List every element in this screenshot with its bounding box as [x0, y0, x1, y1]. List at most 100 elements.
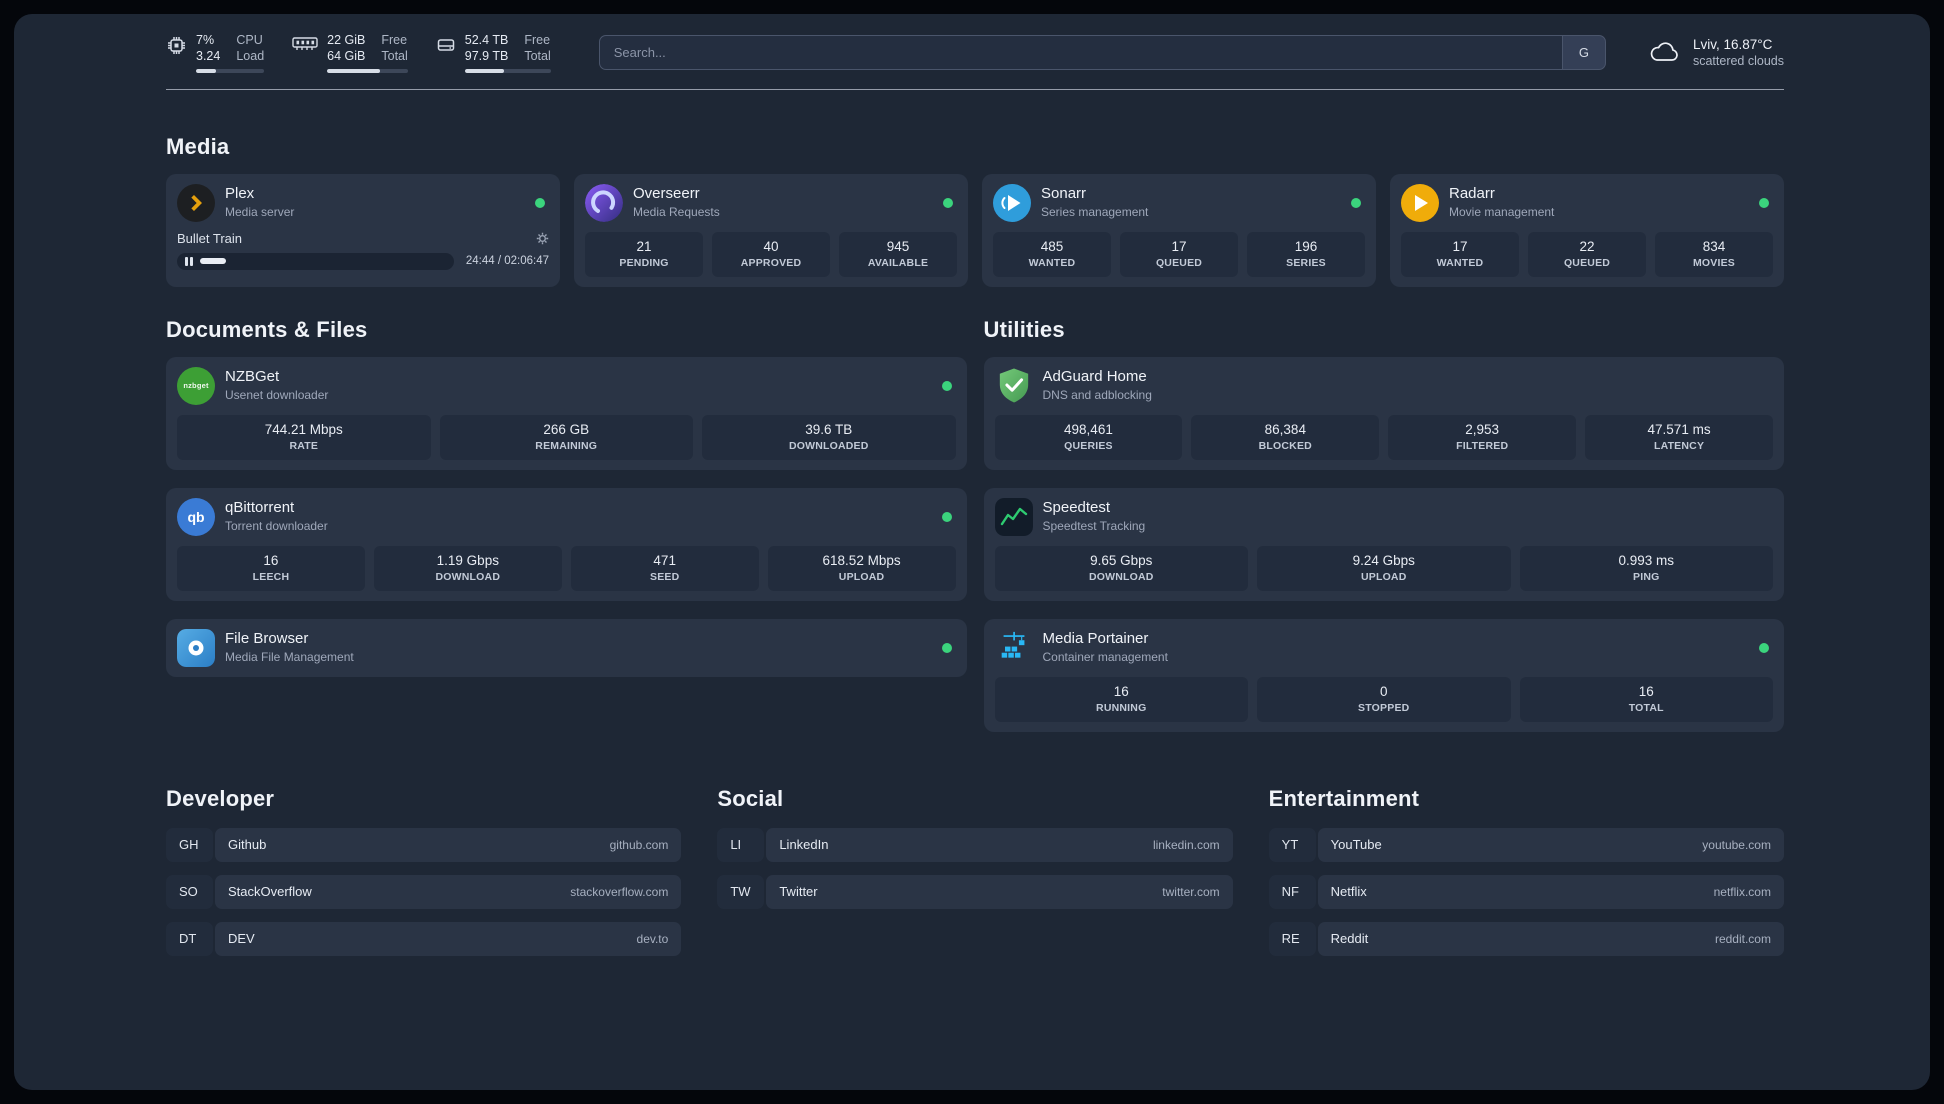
gear-icon[interactable] [536, 232, 549, 245]
bookmark-pill: Twitter twitter.com [766, 874, 1233, 909]
stat-tile: 945 AVAILABLE [839, 231, 957, 277]
bookmark-pill: Netflix netflix.com [1317, 874, 1784, 909]
service-card-portainer[interactable]: Media Portainer Container management 16 R… [983, 618, 1784, 732]
stat-label: DOWNLOADED [788, 439, 869, 452]
stat-value: 86,384 [1264, 421, 1306, 437]
stat-tile: 86,384 BLOCKED [1191, 414, 1380, 460]
stat-value: 22 [1579, 238, 1595, 254]
stat-value: 744.21 Mbps [264, 421, 343, 437]
disk-free: 52.4 TB [464, 33, 509, 47]
stat-label: APPROVED [740, 256, 802, 269]
stat-tile: 40 APPROVED [712, 231, 830, 277]
service-card-filebrowser[interactable]: File Browser Media File Management [166, 618, 967, 677]
cloud-icon [1648, 40, 1682, 64]
stat-label: QUERIES [1064, 439, 1113, 452]
bookmark-abbr: LI [717, 827, 765, 862]
memory-progress-bar [327, 68, 408, 73]
bookmark-link[interactable]: DT DEV dev.to [166, 921, 682, 956]
bookmark-link[interactable]: RE Reddit reddit.com [1268, 921, 1784, 956]
stat-value: 266 GB [543, 421, 590, 437]
playback-time: 24:44 / 02:06:47 [465, 255, 549, 267]
stat-label: AVAILABLE [867, 256, 929, 269]
stat-label: WANTED [1028, 256, 1076, 269]
bookmark-link[interactable]: LI LinkedIn linkedin.com [717, 827, 1233, 862]
cpu-label-2: Load [236, 49, 265, 64]
status-dot [1759, 197, 1769, 208]
pause-icon[interactable] [185, 256, 193, 266]
stat-label: RATE [289, 439, 319, 452]
service-name: NZBGet [225, 368, 280, 386]
stat-value: 2,953 [1465, 421, 1500, 437]
bookmark-name: YouTube [1330, 837, 1382, 852]
stats-row: 498,461 QUERIES 86,384 BLOCKED 2,953 FILTERED… [994, 405, 1773, 460]
bookmark-url: youtube.com [1702, 837, 1771, 852]
bookmark-link[interactable]: YT YouTube youtube.com [1268, 827, 1784, 862]
radarr-icon [1401, 183, 1439, 222]
stat-label: LEECH [252, 570, 290, 583]
playback-progress-bar[interactable] [177, 252, 454, 270]
bookmark-link[interactable]: TW Twitter twitter.com [717, 874, 1233, 909]
section-title-developer: Developer [166, 785, 275, 811]
service-name: Sonarr [1041, 185, 1087, 203]
bookmark-url: netflix.com [1713, 884, 1771, 899]
stat-tile: 2,953 FILTERED [1388, 414, 1577, 460]
service-card-adguard[interactable]: AdGuard Home DNS and adblocking 498,461 Q… [983, 356, 1784, 470]
bookmark-link[interactable]: NF Netflix netflix.com [1268, 874, 1784, 909]
service-name: Plex [225, 185, 255, 203]
service-desc: Media Requests [633, 204, 720, 219]
stats-row: 9.65 Gbps DOWNLOAD 9.24 Gbps UPLOAD 0.993 ms… [994, 536, 1773, 591]
bookmark-link[interactable]: GH Github github.com [166, 827, 682, 862]
header-divider [166, 88, 1784, 90]
utilities-column: Utilities AdGuard Home [983, 317, 1784, 732]
section-title-media: Media [166, 133, 230, 159]
stat-tile: 485 WANTED [993, 231, 1111, 277]
bookmark-group-entertainment: Entertainment YT YouTube youtube.com NF Netf… [1268, 786, 1784, 969]
service-card-qbittorrent[interactable]: qb qBittorrent Torrent downloader 16 LEEC… [166, 487, 967, 601]
plex-icon [177, 183, 215, 222]
stat-value: 0.993 ms [1618, 552, 1675, 568]
stat-label: BLOCKED [1258, 439, 1312, 452]
bookmark-group-social: Social LI LinkedIn linkedin.com TW Twitter tw… [717, 786, 1233, 969]
stat-label: DOWNLOAD [435, 570, 501, 583]
stat-value: 485 [1040, 238, 1064, 254]
stat-value: 0 [1379, 683, 1388, 699]
stat-tile: 0.993 ms PING [1519, 545, 1773, 591]
stat-label: TOTAL [1628, 701, 1664, 714]
bookmark-pill: LinkedIn linkedin.com [766, 827, 1233, 862]
bookmark-name: StackOverflow [228, 884, 312, 899]
stat-label: PING [1633, 570, 1660, 583]
bookmark-name: Twitter [779, 884, 818, 899]
bookmark-abbr: SO [166, 874, 213, 909]
search-input[interactable] [598, 34, 1562, 70]
stat-tile: 21 PENDING [585, 231, 703, 277]
stat-label: FILTERED [1456, 439, 1509, 452]
stat-value: 40 [763, 238, 779, 254]
bookmark-link[interactable]: SO StackOverflow stackoverflow.com [166, 874, 682, 909]
service-card-overseerr[interactable]: Overseerr Media Requests 21 PENDING 40 APPR… [574, 173, 968, 287]
stat-tile: 47.571 ms LATENCY [1585, 414, 1773, 460]
service-desc: Usenet downloader [225, 387, 329, 402]
service-name: AdGuard Home [1042, 368, 1147, 386]
service-desc: Media File Management [225, 649, 354, 664]
portainer-icon [995, 629, 1033, 667]
service-name: Media Portainer [1042, 630, 1149, 648]
service-card-nzbget[interactable]: nzbget NZBGet Usenet downloader 744.21 M… [166, 356, 967, 470]
service-card-sonarr[interactable]: Sonarr Series management 485 WANTED 17 QUEU… [982, 173, 1376, 287]
service-card-speedtest[interactable]: Speedtest Speedtest Tracking 9.65 Gbps DO… [983, 487, 1784, 601]
stat-tile: 9.24 Gbps UPLOAD [1257, 545, 1511, 591]
adguard-icon [995, 367, 1033, 405]
stat-label: STOPPED [1358, 701, 1410, 714]
service-card-plex[interactable]: Plex Media server Bullet Train [166, 173, 560, 287]
stat-value: 17 [1452, 238, 1468, 254]
stat-tile: 17 WANTED [1401, 231, 1519, 277]
stat-tile: 22 QUEUED [1528, 231, 1646, 277]
stat-label: QUEUED [1155, 256, 1203, 269]
stats-row: 16 RUNNING 0 STOPPED 16 TOTAL [994, 667, 1773, 722]
now-playing-title: Bullet Train [177, 230, 243, 246]
search-provider-button[interactable]: G [1561, 34, 1606, 70]
service-card-radarr[interactable]: Radarr Movie management 17 WANTED 22 QUEUED… [1390, 173, 1784, 287]
memory-icon [292, 35, 318, 52]
stat-label: REMAINING [535, 439, 598, 452]
stat-label: LATENCY [1653, 439, 1705, 452]
cpu-load: 3.24 [196, 49, 221, 64]
